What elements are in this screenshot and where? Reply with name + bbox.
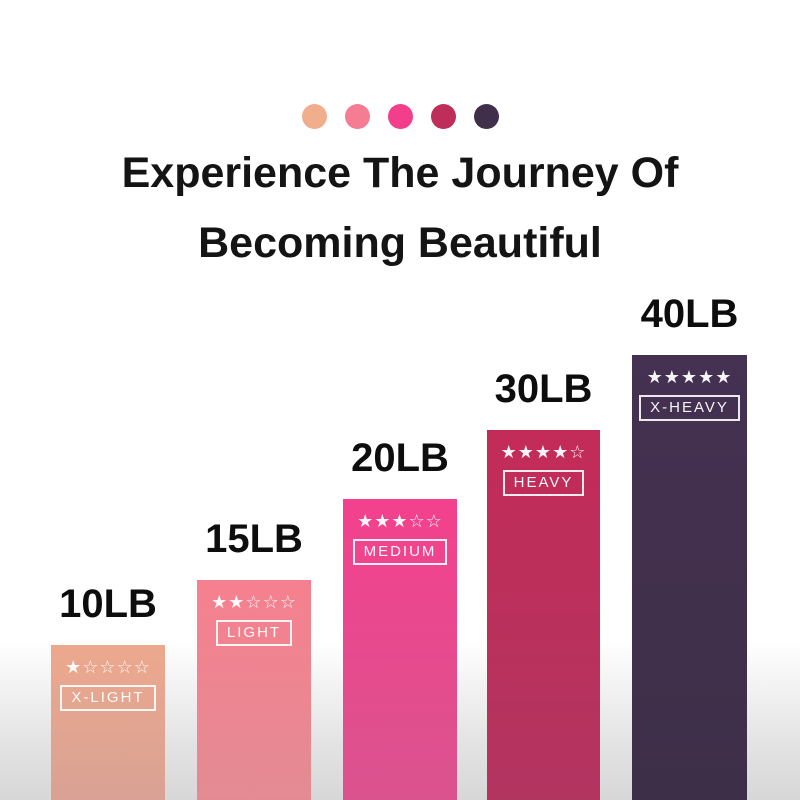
band-bar-group: 40LB ★★★★★ X-HEAVY xyxy=(632,291,747,800)
level-badge: LIGHT xyxy=(215,620,293,646)
x-heavy-dot xyxy=(473,104,499,129)
band-bar-group: 10LB ★☆☆☆☆ X-LIGHT xyxy=(51,581,165,800)
level-badge: HEAVY xyxy=(502,470,585,496)
level-badge: X-LIGHT xyxy=(60,685,156,711)
title-line-1: Experience The Journey Of xyxy=(121,149,679,197)
star-rating: ★☆☆☆☆ xyxy=(65,657,151,678)
resistance-band-bar: ★★★★★ X-HEAVY xyxy=(632,355,747,800)
band-bar-group: 20LB ★★★☆☆ MEDIUM xyxy=(343,435,457,800)
weight-label: 20LB xyxy=(351,436,449,480)
weight-label: 30LB xyxy=(494,367,593,411)
star-rating: ★★☆☆☆ xyxy=(211,592,297,613)
weight-label: 10LB xyxy=(59,582,157,626)
resistance-band-bar: ★★☆☆☆ LIGHT xyxy=(197,580,311,800)
color-palette-dots xyxy=(0,104,800,129)
resistance-band-bar: ★★★★☆ HEAVY xyxy=(487,430,600,800)
page-title: Experience The Journey Of Becoming Beaut… xyxy=(0,138,800,278)
star-rating: ★★★☆☆ xyxy=(357,511,443,532)
resistance-band-bar: ★☆☆☆☆ X-LIGHT xyxy=(51,645,165,800)
x-light-dot xyxy=(301,104,327,129)
light-dot xyxy=(344,104,370,129)
weight-label: 15LB xyxy=(205,517,303,561)
title-line-2: Becoming Beautiful xyxy=(198,219,602,267)
weight-label: 40LB xyxy=(640,292,739,336)
band-bar-group: 15LB ★★☆☆☆ LIGHT xyxy=(197,516,311,800)
star-rating: ★★★★☆ xyxy=(500,442,587,463)
band-bar-group: 30LB ★★★★☆ HEAVY xyxy=(487,366,600,800)
level-badge: X-HEAVY xyxy=(639,395,740,421)
star-rating: ★★★★★ xyxy=(646,367,733,388)
resistance-band-bar: ★★★☆☆ MEDIUM xyxy=(343,499,457,800)
level-badge: MEDIUM xyxy=(352,539,448,565)
medium-dot xyxy=(387,104,413,129)
heavy-dot xyxy=(430,104,456,129)
